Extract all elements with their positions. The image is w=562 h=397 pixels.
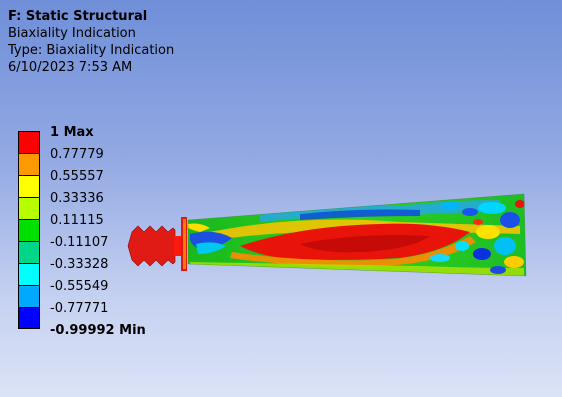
legend-labels: 1 Max 0.77779 0.55557 0.33336 0.11115 -0… — [50, 122, 146, 342]
legend-max-label: 1 Max — [50, 125, 94, 140]
blade-airfoil — [188, 194, 526, 276]
blade-root — [127, 217, 187, 271]
legend-label: -0.11107 — [50, 235, 109, 250]
analysis-title: F: Static Structural — [8, 9, 148, 24]
result-timestamp: 6/10/2023 7:53 AM — [8, 60, 133, 75]
legend-label: 0.33336 — [50, 191, 104, 206]
legend-swatch — [19, 220, 39, 242]
legend-label: -0.77771 — [50, 301, 109, 316]
legend-swatch — [19, 132, 39, 154]
legend-label: 0.55557 — [50, 169, 104, 184]
legend-label: -0.33328 — [50, 257, 109, 272]
legend-swatch — [19, 176, 39, 198]
result-name: Biaxiality Indication — [8, 26, 136, 41]
result-type: Type: Biaxiality Indication — [8, 43, 175, 58]
legend-label: 0.11115 — [50, 213, 104, 228]
legend-swatch — [19, 308, 39, 328]
legend-swatch — [19, 198, 39, 220]
legend-min-label: -0.99992 Min — [50, 323, 146, 338]
legend-label: 0.77779 — [50, 147, 104, 162]
legend-swatch — [19, 242, 39, 264]
legend-color-bar — [18, 131, 40, 329]
legend-label: -0.55549 — [50, 279, 109, 294]
result-header: F: Static Structural Biaxiality Indicati… — [8, 8, 174, 76]
legend-swatch — [19, 154, 39, 176]
legend-swatch — [19, 264, 39, 286]
legend-swatch — [19, 286, 39, 308]
